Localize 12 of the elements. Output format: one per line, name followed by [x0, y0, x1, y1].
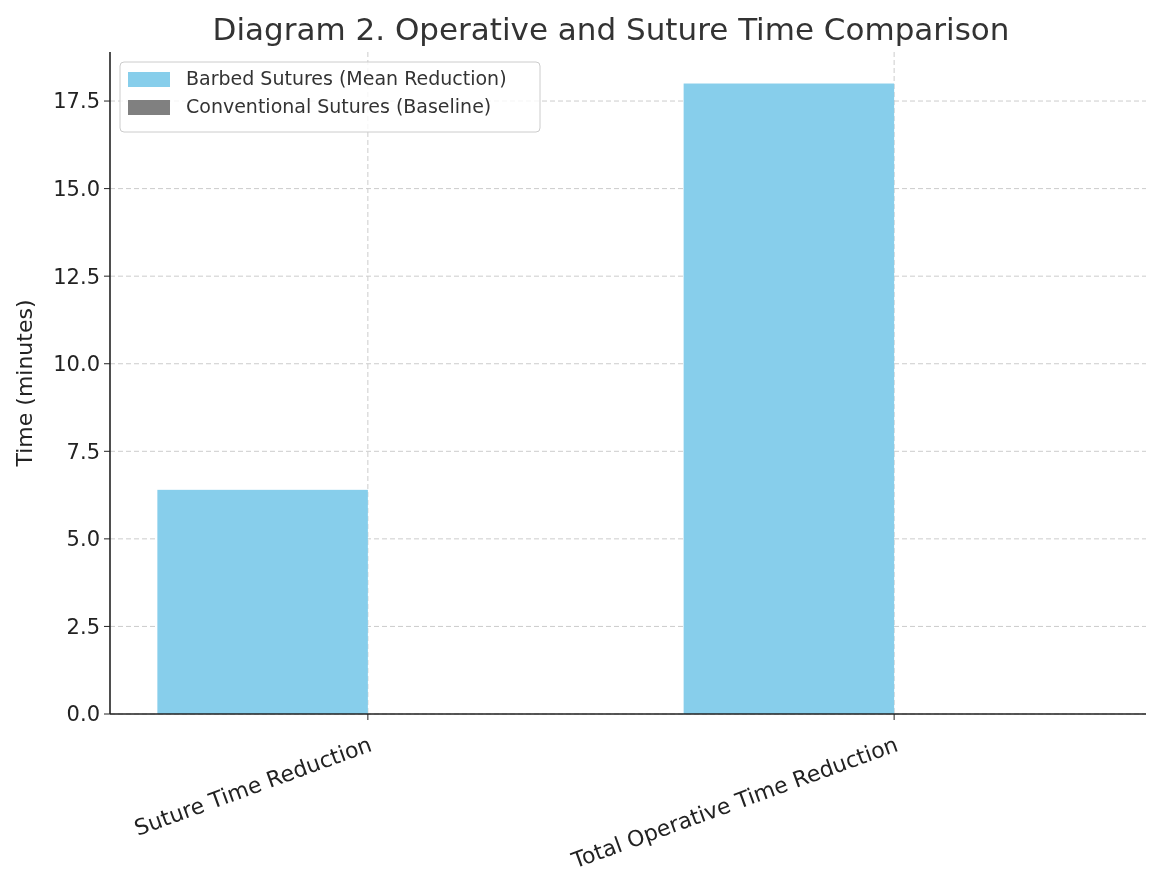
y-tick-label: 12.5 [53, 264, 100, 289]
y-tick-label: 15.0 [53, 176, 100, 201]
legend-label: Conventional Sutures (Baseline) [186, 95, 492, 117]
y-axis-title: Time (minutes) [12, 299, 37, 468]
y-tick-label: 10.0 [53, 352, 100, 377]
y-tick-label: 7.5 [66, 439, 100, 464]
y-tick-label: 5.0 [66, 527, 100, 552]
y-tick-label: 2.5 [66, 614, 100, 639]
y-tick-label: 17.5 [53, 89, 100, 114]
y-tick-label: 0.0 [66, 702, 100, 727]
chart-title: Diagram 2. Operative and Suture Time Comparison [212, 11, 1010, 47]
legend-label: Barbed Sutures (Mean Reduction) [186, 67, 507, 89]
